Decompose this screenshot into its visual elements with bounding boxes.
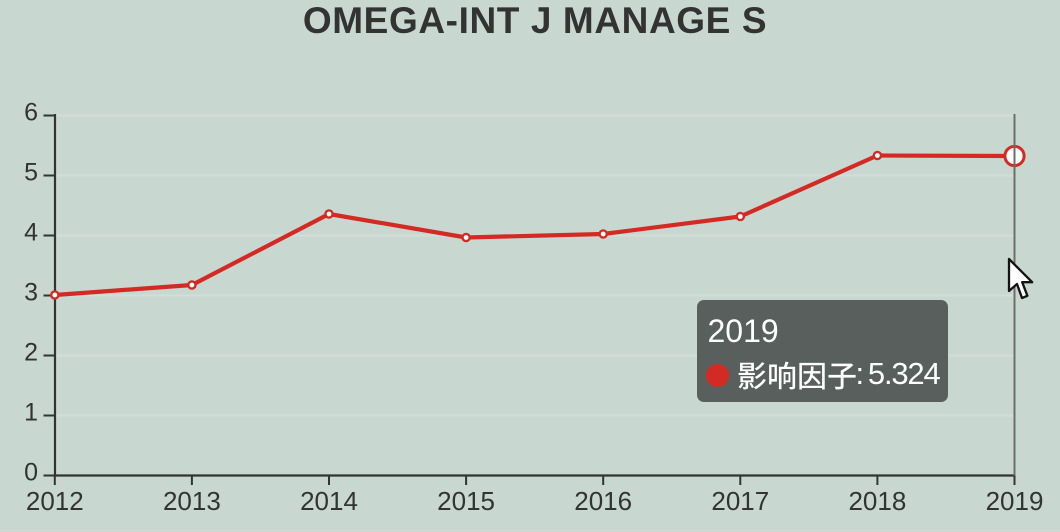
svg-text:6: 6 <box>24 99 38 127</box>
svg-text:2018: 2018 <box>848 486 906 516</box>
svg-text:1: 1 <box>24 399 38 427</box>
svg-text:4: 4 <box>24 219 38 247</box>
svg-text:2014: 2014 <box>300 486 358 516</box>
svg-text:2015: 2015 <box>437 486 495 516</box>
svg-text:5: 5 <box>24 159 38 187</box>
svg-text:2016: 2016 <box>574 486 632 516</box>
svg-text:2017: 2017 <box>711 486 769 516</box>
svg-text:0: 0 <box>24 459 38 487</box>
svg-text:2013: 2013 <box>163 486 221 516</box>
svg-text:2: 2 <box>24 339 38 367</box>
svg-text:2012: 2012 <box>26 486 84 516</box>
svg-text:2019: 2019 <box>986 486 1044 516</box>
svg-text:3: 3 <box>24 279 38 307</box>
